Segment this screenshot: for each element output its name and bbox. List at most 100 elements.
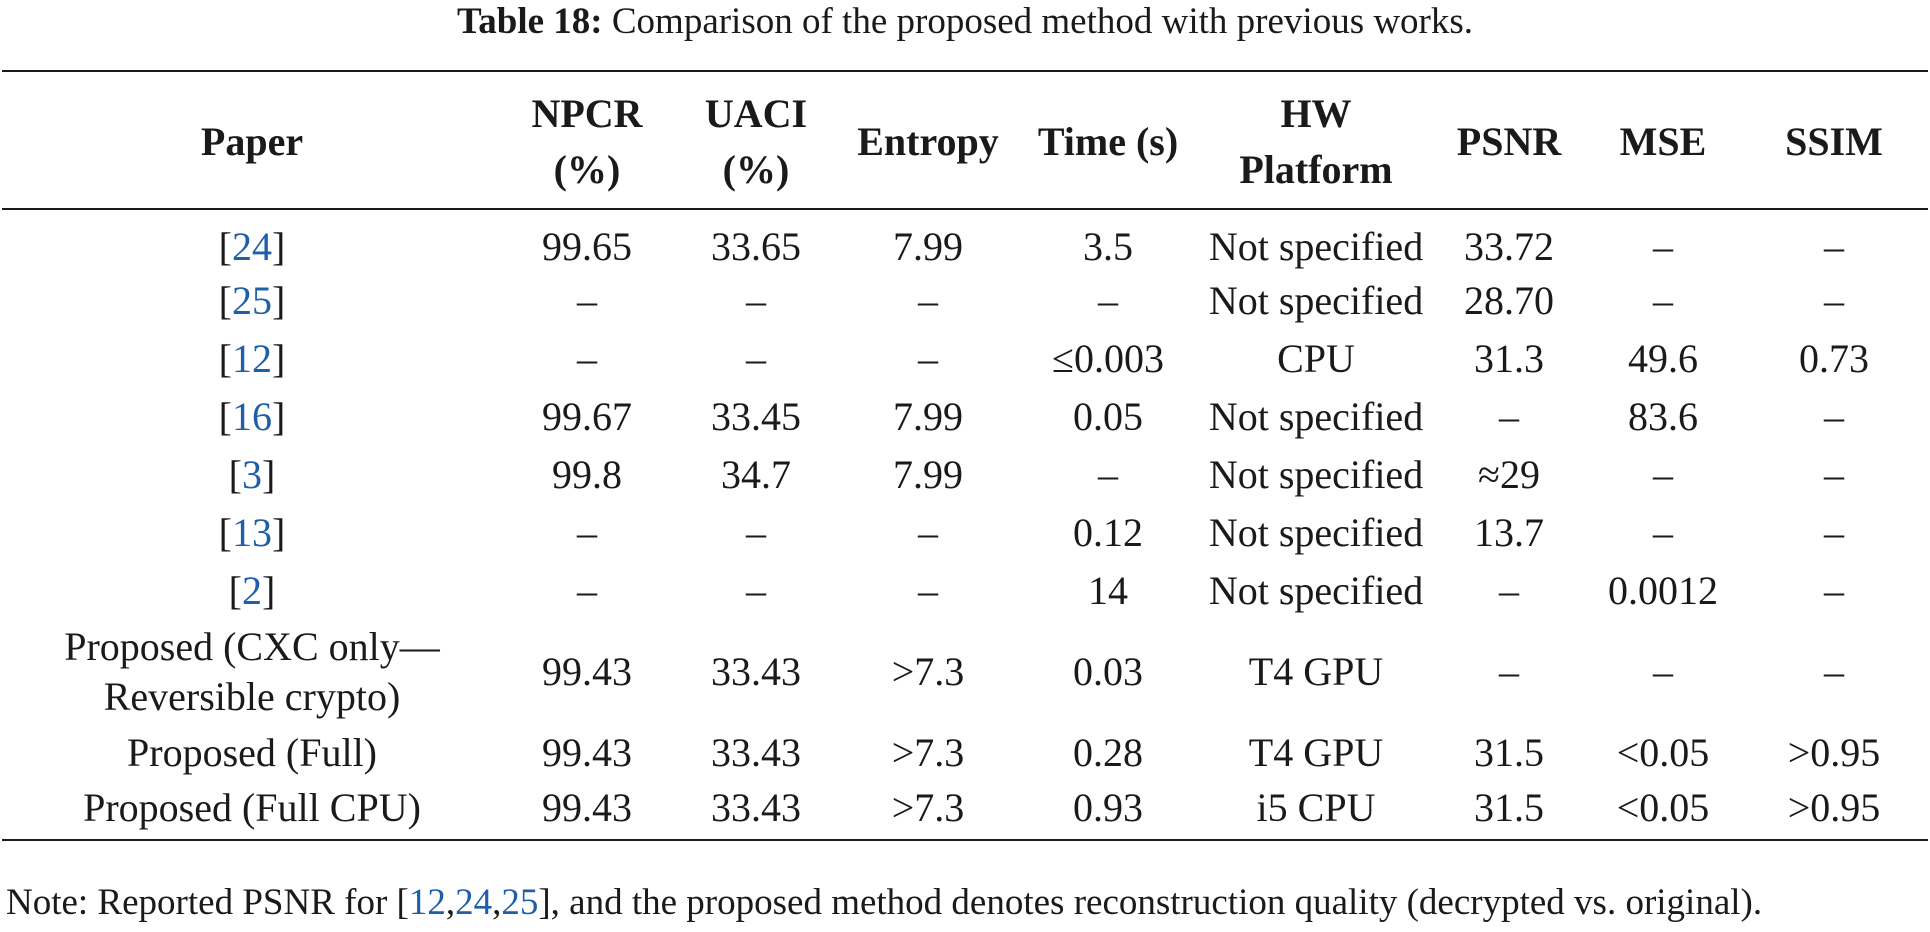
psnr-cell: –: [1499, 568, 1519, 613]
hw-cell: Not specified: [1208, 394, 1424, 439]
hw-cell: Not specified: [1208, 452, 1424, 497]
npcr-cell: –: [577, 568, 597, 613]
entropy-cell: 7.99: [893, 394, 963, 439]
header-row: Paper NPCR (%) UACI (%) Entropy Time (s) H…: [2, 71, 1928, 209]
uaci-cell: 34.7: [721, 452, 791, 497]
psnr-cell: ≈29: [1478, 452, 1540, 497]
mse-cell: –: [1653, 278, 1673, 323]
table-row: Proposed (CXC only— Reversible crypto) 99…: [2, 620, 1928, 724]
entropy-cell: >7.3: [891, 730, 965, 775]
entropy-cell: 7.99: [893, 224, 963, 269]
npcr-cell: –: [577, 510, 597, 555]
uaci-cell: 33.45: [711, 394, 801, 439]
header-hw-platform: HW Platform: [1239, 91, 1393, 192]
citation-link[interactable]: 12: [408, 882, 446, 923]
mse-cell: –: [1653, 510, 1673, 555]
time-cell: 0.12: [1073, 510, 1143, 555]
ssim-cell: –: [1824, 568, 1844, 613]
ssim-cell: –: [1824, 278, 1844, 323]
mse-cell: <0.05: [1616, 730, 1710, 775]
comparison-table: Paper NPCR (%) UACI (%) Entropy Time (s) H…: [2, 70, 1928, 841]
citation-link[interactable]: 24: [455, 882, 493, 923]
paper-cell: Proposed (Full): [127, 730, 377, 775]
ssim-cell: –: [1824, 394, 1844, 439]
psnr-cell: 31.5: [1474, 784, 1544, 830]
caption-label: Table 18:: [456, 1, 603, 42]
npcr-cell: 99.65: [542, 224, 632, 269]
uaci-cell: 33.43: [711, 784, 801, 830]
uaci-cell: –: [746, 568, 766, 613]
citation-link[interactable]: 25: [232, 278, 272, 323]
header-npcr: NPCR (%): [531, 91, 643, 192]
psnr-cell: 13.7: [1474, 510, 1544, 555]
time-cell: 0.05: [1073, 394, 1143, 439]
time-cell: –: [1098, 452, 1118, 497]
entropy-cell: 7.99: [893, 452, 963, 497]
uaci-cell: 33.43: [711, 649, 801, 694]
table-row: Proposed (Full CPU) 99.43 33.43 >7.3 0.9…: [2, 782, 1928, 840]
entropy-cell: –: [918, 278, 938, 323]
hw-cell: T4 GPU: [1248, 649, 1384, 694]
entropy-cell: >7.3: [891, 784, 965, 830]
ssim-cell: –: [1824, 510, 1844, 555]
citation-link[interactable]: 24: [232, 224, 272, 269]
psnr-cell: –: [1499, 394, 1519, 439]
mse-cell: 49.6: [1628, 336, 1698, 381]
ssim-cell: –: [1824, 649, 1844, 694]
hw-cell: Not specified: [1208, 224, 1424, 269]
entropy-cell: –: [918, 336, 938, 381]
header-uaci: UACI (%): [704, 91, 808, 192]
citation-link[interactable]: 3: [242, 452, 262, 497]
header-paper: Paper: [200, 119, 304, 164]
header-psnr: PSNR: [1456, 119, 1562, 164]
paper-cell: [25]: [218, 278, 286, 323]
mse-cell: –: [1653, 224, 1673, 269]
time-cell: 0.93: [1073, 784, 1143, 830]
psnr-cell: 31.5: [1474, 730, 1544, 775]
citation-link[interactable]: 13: [232, 510, 272, 555]
time-cell: –: [1098, 278, 1118, 323]
table-row: [24] 99.65 33.65 7.99 3.5 Not specified …: [2, 209, 1928, 272]
time-cell: 3.5: [1083, 224, 1133, 269]
psnr-cell: –: [1499, 649, 1519, 694]
uaci-cell: –: [746, 278, 766, 323]
table-row: [2] – – – 14 Not specified – 0.0012 –: [2, 562, 1928, 620]
time-cell: 14: [1088, 568, 1128, 613]
uaci-cell: –: [746, 336, 766, 381]
ssim-cell: –: [1824, 224, 1844, 269]
entropy-cell: –: [918, 510, 938, 555]
ssim-cell: >0.95: [1787, 784, 1881, 830]
mse-cell: –: [1653, 649, 1673, 694]
citation-link[interactable]: 16: [232, 394, 272, 439]
npcr-cell: 99.43: [542, 649, 632, 694]
paper-cell: [24]: [218, 224, 286, 269]
citation-link[interactable]: 25: [501, 882, 539, 923]
entropy-cell: >7.3: [891, 649, 965, 694]
time-cell: 0.28: [1073, 730, 1143, 775]
hw-cell: Not specified: [1208, 568, 1424, 613]
ssim-cell: –: [1824, 452, 1844, 497]
psnr-cell: 33.72: [1464, 224, 1554, 269]
header-ssim: SSIM: [1785, 119, 1883, 164]
ssim-cell: >0.95: [1787, 730, 1881, 775]
table-row: [13] – – – 0.12 Not specified 13.7 – –: [2, 504, 1928, 562]
table-row: [16] 99.67 33.45 7.99 0.05 Not specified…: [2, 388, 1928, 446]
paper-cell: [16]: [218, 394, 286, 439]
uaci-cell: 33.65: [711, 224, 801, 269]
citation-link[interactable]: 12: [232, 336, 272, 381]
mse-cell: <0.05: [1616, 784, 1710, 830]
hw-cell: T4 GPU: [1248, 730, 1384, 775]
entropy-cell: –: [918, 568, 938, 613]
hw-cell: Not specified: [1208, 278, 1424, 323]
table-row: [25] – – – – Not specified 28.70 – –: [2, 272, 1928, 330]
paper-cell: [2]: [228, 568, 276, 613]
citation-link[interactable]: 2: [242, 568, 262, 613]
paper-cell: [12]: [218, 336, 286, 381]
npcr-cell: –: [577, 278, 597, 323]
npcr-cell: 99.8: [552, 452, 622, 497]
ssim-cell: 0.73: [1799, 336, 1869, 381]
psnr-cell: 31.3: [1474, 336, 1544, 381]
header-mse: MSE: [1619, 119, 1707, 164]
time-cell: ≤0.003: [1052, 336, 1164, 381]
hw-cell: Not specified: [1208, 510, 1424, 555]
